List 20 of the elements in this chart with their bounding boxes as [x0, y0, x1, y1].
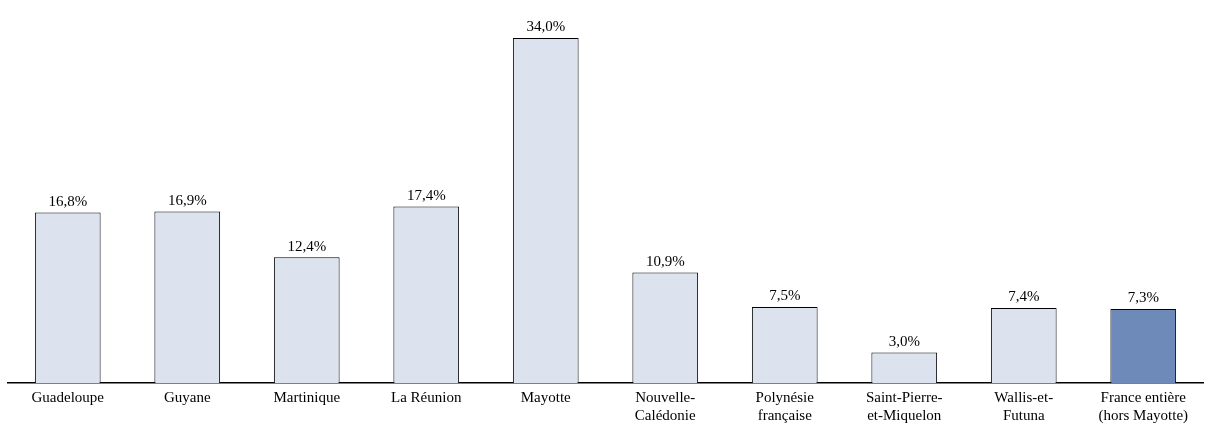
data-label: 16,8%: [48, 192, 88, 209]
data-label: 12,4%: [287, 237, 327, 254]
x-tick-label: France entière (hors Mayotte): [1098, 388, 1189, 424]
x-tick-label: Wallis-et- Futuna: [994, 388, 1054, 423]
data-label: 16,9%: [167, 191, 207, 208]
x-tick-label: Polynésie française: [755, 388, 815, 423]
x-tick-label: Mayotte: [520, 388, 572, 405]
x-tick-label: Martinique: [273, 388, 341, 405]
x-tick-label: Saint-Pierre- et-Miquelon: [865, 388, 943, 423]
x-tick-label: Guadeloupe: [31, 388, 105, 405]
data-label: 7,3%: [1127, 289, 1159, 306]
x-tick-label: Guyane: [163, 388, 211, 405]
data-label: 7,4%: [1008, 288, 1040, 305]
data-label: 17,4%: [406, 186, 446, 203]
data-label: 34,0%: [526, 18, 566, 35]
data-label: 10,9%: [645, 252, 685, 269]
data-label: 7,5%: [769, 287, 801, 304]
x-tick-label: Nouvelle- Calédonie: [634, 388, 696, 423]
data-label: 3,0%: [888, 333, 920, 349]
x-tick-label: La Réunion: [391, 388, 462, 405]
